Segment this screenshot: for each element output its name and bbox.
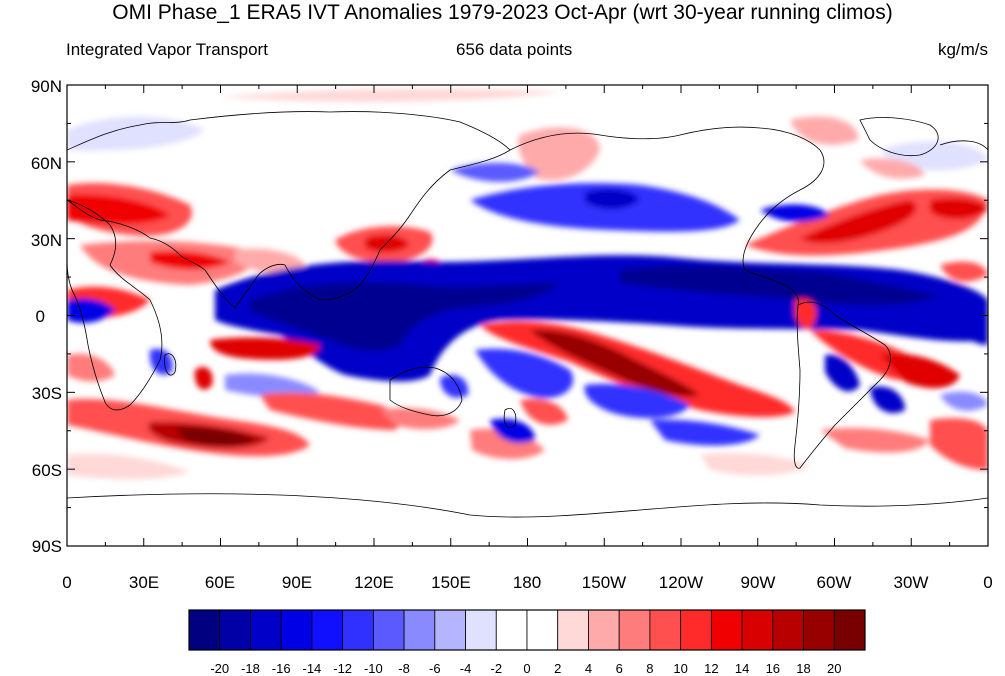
colorbar-label: -4 [460, 661, 472, 676]
colorbar-swatch [649, 609, 682, 651]
lon-label-30e: 30E [129, 573, 159, 592]
lon-label-180: 180 [513, 573, 541, 592]
colorbar-label: 18 [796, 661, 810, 676]
lon-label-60w: 60W [817, 573, 852, 592]
colorbar-label: 12 [704, 661, 718, 676]
lon-label-60e: 60E [205, 573, 235, 592]
colorbar-swatch [311, 609, 344, 651]
lat-label-30s: 30S [32, 384, 62, 403]
lon-label-120e: 120E [354, 573, 394, 592]
colorbar-swatch [833, 609, 866, 651]
lon-label-120w: 120W [659, 573, 703, 592]
variable-name: Integrated Vapor Transport [66, 40, 268, 59]
lon-label-30w: 30W [894, 573, 929, 592]
colorbar-swatch [618, 609, 651, 651]
lon-label-0: 0 [62, 573, 71, 592]
lat-label-90s: 90S [32, 537, 62, 556]
lat-label-0: 0 [36, 307, 45, 326]
colorbar-swatch [526, 609, 559, 651]
latitude-labels: 90N 60N 30N 0 30S 60S 90S [31, 77, 62, 556]
colorbar-swatch [188, 609, 221, 651]
data-points-count: 656 data points [456, 40, 573, 59]
colorbar-swatch [772, 609, 804, 651]
colorbar-label: 0 [523, 661, 530, 676]
colorbar-label: 20 [827, 661, 841, 676]
colorbar-frame [188, 609, 866, 651]
map-title: OMI Phase_1 ERA5 IVT Anomalies 1979-2023… [112, 1, 893, 24]
colorbar-label: -10 [364, 661, 383, 676]
colorbar-label: -6 [429, 661, 441, 676]
colorbar-label: 14 [735, 661, 749, 676]
lon-label-90e: 90E [282, 573, 312, 592]
lat-label-60n: 60N [31, 154, 62, 173]
lon-label-90w: 90W [741, 573, 776, 592]
anomaly-field [67, 88, 988, 480]
colorbar-label: -18 [241, 661, 260, 676]
colorbar-label: -12 [333, 661, 352, 676]
colorbar-swatch [219, 609, 251, 651]
colorbar [188, 609, 866, 651]
axis-ticks [66, 84, 989, 547]
coastlines [67, 111, 988, 518]
lon-label-150e: 150E [431, 573, 471, 592]
units-label: kg/m/s [937, 40, 988, 59]
colorbar-swatch [741, 609, 774, 651]
longitude-labels: 0 30E 60E 90E 120E 150E 180 150W 120W 90… [62, 573, 992, 592]
colorbar-label: 4 [585, 661, 592, 676]
colorbar-label: 8 [646, 661, 653, 676]
colorbar-swatch [710, 609, 743, 651]
lon-label-150w: 150W [582, 573, 626, 592]
colorbar-swatch [588, 609, 620, 651]
colorbar-swatch [372, 609, 405, 651]
lat-label-30n: 30N [31, 231, 62, 250]
lat-label-60s: 60S [32, 461, 62, 480]
colorbar-label: -2 [490, 661, 502, 676]
colorbar-label: -14 [303, 661, 322, 676]
lat-label-90n: 90N [31, 77, 62, 96]
lon-label-0-end: 0 [983, 573, 992, 592]
colorbar-label: -20 [210, 661, 229, 676]
colorbar-label: 16 [766, 661, 780, 676]
colorbar-swatch [342, 609, 374, 651]
colorbar-swatch [557, 609, 589, 651]
colorbar-label: 10 [673, 661, 687, 676]
colorbar-swatch [680, 609, 712, 651]
colorbar-swatch [434, 609, 466, 651]
colorbar-swatch [803, 609, 835, 651]
colorbar-label: 2 [554, 661, 561, 676]
colorbar-swatch [465, 609, 497, 651]
colorbar-label: 6 [616, 661, 623, 676]
colorbar-swatch [250, 609, 282, 651]
colorbar-swatch [280, 609, 313, 651]
colorbar-labels: -20 -18 -16 -14 -12 -10 -8 -6 -4 -2 0 2 4 6 8 10 12 14 16 1… [210, 661, 841, 676]
colorbar-swatch [403, 609, 436, 651]
colorbar-label: -16 [272, 661, 291, 676]
colorbar-label: -8 [398, 661, 410, 676]
colorbar-swatch [495, 609, 528, 651]
